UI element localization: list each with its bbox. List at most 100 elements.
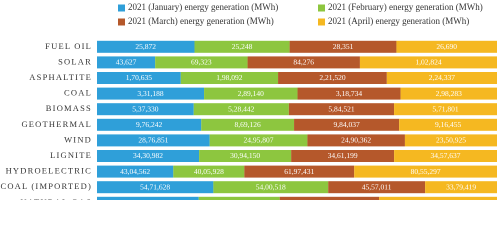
data-label: 80,55,297	[411, 167, 441, 176]
bar-segment	[354, 165, 497, 178]
legend-swatch	[118, 18, 125, 26]
bar-segment	[404, 134, 497, 147]
data-label: 24,90,362	[341, 136, 371, 145]
bar-segment	[199, 150, 292, 162]
legend-label: 2021 (February) energy generation (MWh)	[328, 2, 483, 12]
category-label: WIND	[64, 134, 92, 144]
bar-segment	[97, 103, 194, 116]
data-label: 5,28,442	[228, 104, 255, 113]
bar-segment	[307, 134, 405, 147]
bar-segment	[425, 181, 497, 194]
bar-segment	[194, 40, 290, 53]
data-label: 2,24,337	[429, 73, 456, 82]
bar-segment	[291, 150, 395, 162]
bar-segment	[193, 103, 289, 116]
bar-segment	[204, 87, 298, 100]
legend-swatch	[318, 18, 325, 26]
category-label: FUEL OIL	[45, 41, 92, 51]
data-label: 23,50,925	[436, 136, 466, 145]
category-label: BIOMASS	[46, 103, 92, 113]
data-label: 30,94,150	[230, 151, 260, 160]
data-label: 9,84,037	[333, 120, 360, 129]
bar-segment	[97, 118, 202, 131]
bar-segment	[209, 134, 308, 147]
bar-segment	[97, 134, 210, 147]
bar-segment	[394, 150, 497, 162]
bar-segment	[97, 40, 195, 53]
bar-segment	[394, 103, 497, 116]
bar-segment	[386, 72, 497, 84]
bar-segment	[97, 196, 199, 200]
data-label: 2,21,520	[319, 73, 346, 82]
data-label: 9,76,242	[136, 120, 163, 129]
data-label: 40,05,928	[194, 167, 224, 176]
data-label: 33,79,419	[446, 182, 476, 191]
legend-swatch	[118, 4, 125, 12]
data-label: 34,61,199	[328, 151, 358, 160]
bar-segment	[201, 118, 295, 131]
bar-segment	[97, 87, 205, 100]
bar-segment	[97, 181, 214, 194]
bar-segment	[97, 165, 174, 178]
bar-segment	[180, 72, 279, 84]
data-label: 2,98,283	[436, 89, 463, 98]
data-label: 66,32,169	[224, 198, 254, 200]
legend-swatch	[318, 4, 325, 12]
bar-segment	[278, 72, 387, 84]
data-label: 34,57,637	[431, 151, 461, 160]
data-label: 1,98,092	[216, 73, 243, 82]
data-label: 3,31,188	[137, 89, 164, 98]
bar-segment	[97, 72, 181, 84]
data-label: 5,71,801	[432, 104, 459, 113]
bar-segment	[359, 56, 497, 69]
data-label: 26,690	[436, 42, 457, 51]
bar-segment	[328, 181, 426, 194]
data-label: 54,71,628	[140, 182, 170, 191]
chart: 2021 (January) energy generation (MWh) 20…	[0, 2, 497, 200]
data-label: 84,276	[293, 58, 314, 67]
data-label: 96,49,660	[423, 198, 453, 200]
category-label: COAL (IMPORTED)	[0, 181, 92, 191]
category-label: SOLAR	[58, 56, 92, 66]
data-label: 1,02,824	[415, 58, 442, 67]
category-label: NATURAL GAS	[20, 197, 92, 200]
data-label: 9,16,455	[435, 120, 462, 129]
legend-label: 2021 (March) energy generation (MWh)	[128, 16, 274, 26]
data-label: 34,30,982	[133, 151, 163, 160]
bar-segment	[279, 196, 380, 200]
data-label: 25,872	[135, 42, 156, 51]
data-label: 1,70,635	[126, 73, 153, 82]
bar-segment	[173, 165, 245, 178]
bar-segment	[247, 56, 360, 69]
bar-segment	[379, 196, 497, 200]
bar-segment	[97, 56, 156, 69]
data-label: 61,97,431	[284, 167, 314, 176]
bar-segment	[97, 150, 200, 162]
bar-segment	[400, 87, 497, 100]
bar-segment	[213, 181, 329, 194]
data-label: 3,18,734	[336, 89, 363, 98]
data-label: 2,89,140	[238, 89, 265, 98]
data-label: 81,43,709	[314, 198, 344, 200]
data-label: 54,00,518	[256, 182, 286, 191]
bar-segment	[244, 165, 355, 178]
bar-segment	[396, 40, 497, 53]
category-label: GEOTHERMAL	[21, 119, 92, 129]
bar-segment	[294, 118, 400, 131]
data-label: 83,31,236	[133, 198, 163, 200]
bar-segment	[155, 56, 248, 69]
bar-segment	[289, 40, 397, 53]
category-label: HYDROELECTRIC	[6, 166, 92, 176]
data-label: 43,627	[116, 58, 137, 67]
bar-segment	[399, 118, 497, 131]
legend-label: 2021 (April) energy generation (MWh)	[328, 16, 469, 26]
data-label: 5,84,521	[328, 104, 355, 113]
legend-label: 2021 (January) energy generation (MWh)	[128, 2, 278, 12]
bar-segment	[198, 196, 280, 200]
category-label: COAL	[64, 88, 92, 98]
bar-segment	[288, 103, 395, 116]
data-label: 28,76,851	[138, 136, 168, 145]
data-label: 45,57,011	[362, 182, 392, 191]
data-label: 8,69,126	[235, 120, 262, 129]
category-label: ASPHALTITE	[29, 72, 92, 82]
